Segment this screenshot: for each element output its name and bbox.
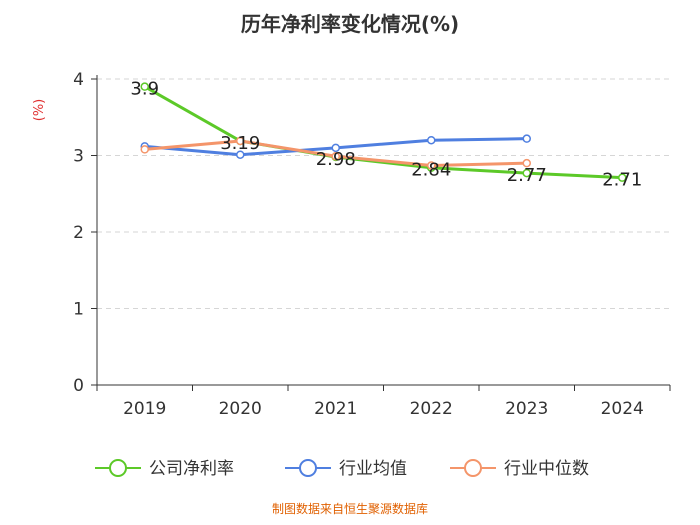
data-point bbox=[236, 136, 245, 146]
x-tick-label: 2021 bbox=[314, 399, 357, 419]
data-label: 2.98 bbox=[316, 149, 356, 170]
series-line bbox=[143, 85, 624, 180]
legend: 公司净利率 行业均值 行业中位数 bbox=[95, 459, 589, 479]
y-tick-label: 0 bbox=[73, 376, 84, 396]
data-point bbox=[522, 134, 531, 143]
x-tick-label: 2024 bbox=[601, 399, 644, 419]
x-tick-label: 2022 bbox=[410, 399, 453, 419]
legend-label: 公司净利率 bbox=[149, 459, 234, 479]
data-label: 2.71 bbox=[602, 170, 642, 191]
gridlines bbox=[97, 78, 670, 309]
y-axis-label: (%) bbox=[32, 99, 47, 122]
data-label: 3.9 bbox=[130, 79, 159, 100]
axes: 0 1 2 3 4 2019 2020 2021 2022 2023 2024 bbox=[73, 70, 671, 419]
data-point bbox=[140, 145, 149, 154]
y-tick-label: 3 bbox=[73, 147, 84, 167]
chart-title: 历年净利率变化情况(%) bbox=[241, 12, 459, 36]
legend-label: 行业中位数 bbox=[504, 459, 589, 479]
y-tick-label: 2 bbox=[73, 223, 84, 243]
legend-item: 公司净利率 bbox=[95, 459, 234, 479]
data-labels: 3.9 3.19 2.98 2.84 2.77 2.71 bbox=[130, 79, 642, 191]
y-tick-label: 4 bbox=[73, 70, 84, 90]
data-label: 3.19 bbox=[220, 133, 260, 154]
legend-item: 行业中位数 bbox=[450, 459, 589, 479]
data-point bbox=[331, 143, 340, 153]
y-tick-label: 1 bbox=[73, 300, 84, 320]
data-point bbox=[522, 168, 531, 178]
data-point bbox=[236, 150, 245, 159]
series-lines bbox=[140, 82, 627, 182]
data-point bbox=[522, 158, 531, 168]
data-point bbox=[427, 135, 436, 145]
source-note: 制图数据来自恒生聚源数据库 bbox=[272, 501, 428, 516]
data-point bbox=[618, 173, 627, 182]
data-point bbox=[427, 161, 436, 170]
x-tick-label: 2023 bbox=[505, 399, 548, 419]
legend-swatch-marker bbox=[299, 459, 317, 477]
x-tick-label: 2019 bbox=[123, 399, 166, 419]
data-point bbox=[331, 152, 340, 161]
data-label: 2.77 bbox=[507, 165, 547, 186]
data-label: 2.84 bbox=[411, 160, 451, 181]
legend-item: 行业均值 bbox=[285, 459, 407, 479]
legend-swatch-marker bbox=[109, 459, 127, 477]
legend-label: 行业均值 bbox=[339, 459, 407, 479]
x-tick-label: 2020 bbox=[219, 399, 262, 419]
legend-swatch-marker bbox=[464, 459, 482, 477]
data-point bbox=[140, 82, 149, 91]
